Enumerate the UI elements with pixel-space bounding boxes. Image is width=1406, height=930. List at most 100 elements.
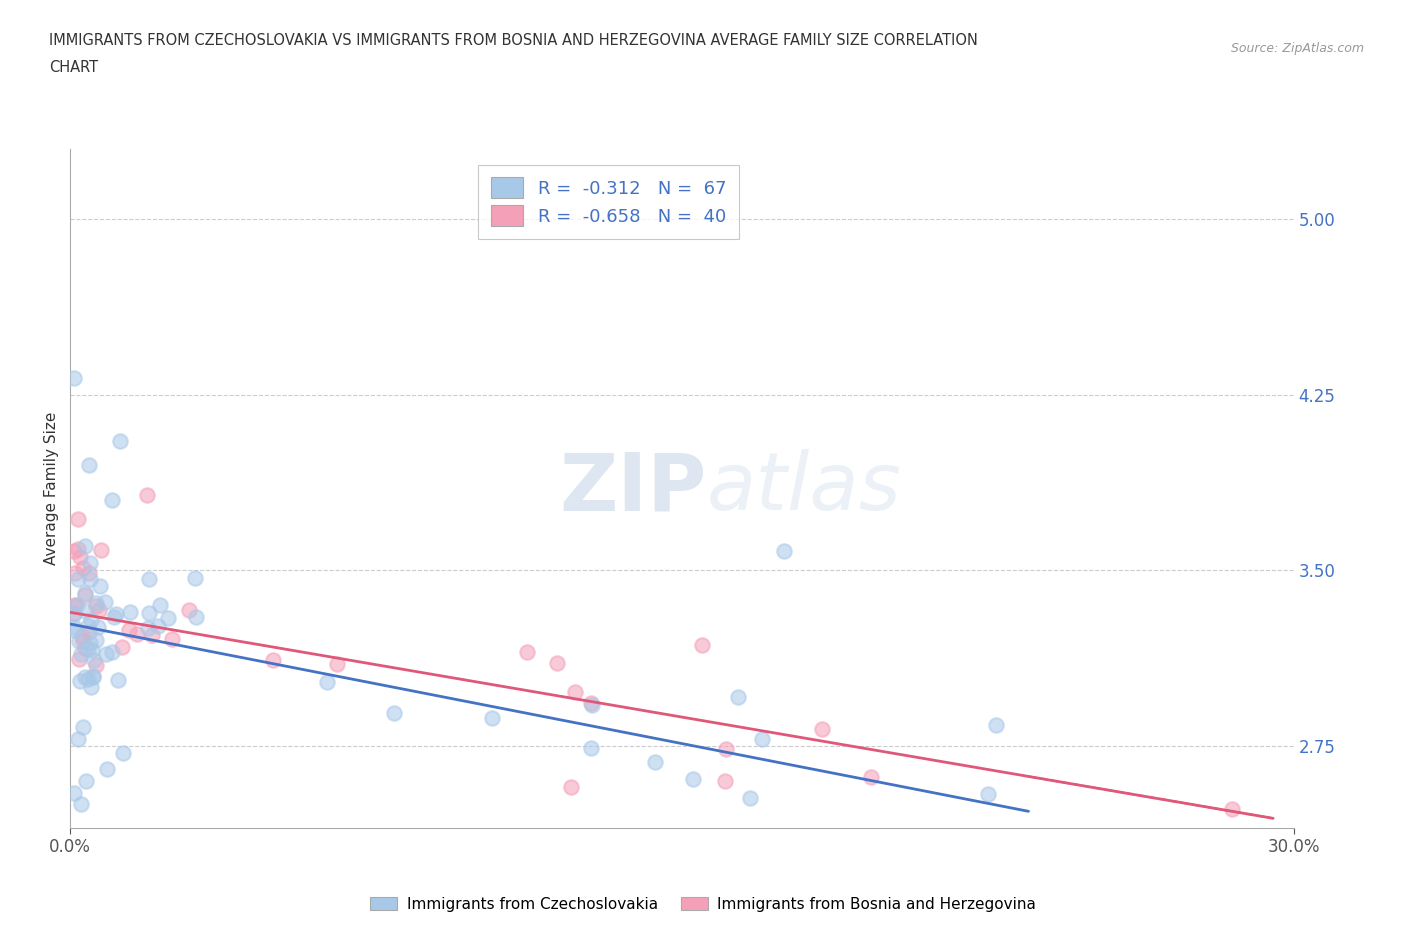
Point [77,458,100,472]
Point [149,598,172,613]
Point [127,627,149,642]
Point [84,658,107,672]
Point [89,578,111,593]
Point [82,669,104,684]
Point [67,732,90,747]
Point [83,653,105,668]
Point [112,745,135,760]
Point [773,544,796,559]
Point [160,631,183,646]
Point [136,620,159,635]
Point [157,610,180,625]
Point [77,618,100,633]
Point [117,623,139,638]
Point [80,679,103,694]
Point [63,619,86,634]
Point [73,604,96,618]
Point [63,597,86,612]
Point [82,670,104,684]
Point [564,685,586,700]
Point [72,720,94,735]
Point [90,543,112,558]
Point [70,629,93,644]
Point [75,538,97,553]
Point [63,371,86,386]
Point [644,754,666,769]
Point [325,657,347,671]
Point [727,690,749,705]
Point [581,698,603,713]
Point [75,588,97,603]
Point [516,644,538,659]
Point [79,556,101,571]
Point [63,606,86,621]
Point [146,618,169,633]
Text: CHART: CHART [49,60,98,75]
Point [76,671,98,686]
Point [72,633,94,648]
Point [70,797,93,812]
Point [86,598,108,613]
Y-axis label: Average Family Size: Average Family Size [44,412,59,565]
Point [103,609,125,624]
Point [986,717,1008,732]
Legend: Immigrants from Czechoslovakia, Immigrants from Bosnia and Herzegovina: Immigrants from Czechoslovakia, Immigran… [364,890,1042,918]
Point [138,605,160,620]
Point [546,656,568,671]
Point [77,624,100,639]
Point [184,570,207,585]
Point [75,670,97,684]
Point [579,696,602,711]
Point [104,606,127,621]
Point [579,740,602,755]
Text: Source: ZipAtlas.com: Source: ZipAtlas.com [1230,42,1364,55]
Point [63,605,86,620]
Point [315,674,337,689]
Point [94,594,117,609]
Point [107,672,129,687]
Point [108,434,131,449]
Point [72,561,94,576]
Point [111,639,134,654]
Point [89,603,111,618]
Point [751,732,773,747]
Legend: R =  -0.312   N =  67, R =  -0.658   N =  40: R = -0.312 N = 67, R = -0.658 N = 40 [478,165,740,239]
Point [69,647,91,662]
Point [79,566,101,581]
Point [66,541,89,556]
Point [75,586,97,601]
Point [138,571,160,586]
Point [80,612,103,627]
Point [63,565,86,580]
Point [79,572,101,587]
Point [96,762,118,777]
Point [714,741,737,756]
Point [262,652,284,667]
Point [84,595,107,610]
Point [714,774,737,789]
Point [136,488,159,503]
Point [811,722,834,737]
Point [118,604,141,619]
Point [63,785,86,800]
Point [79,635,101,650]
Point [66,598,89,613]
Point [63,543,86,558]
Point [77,642,100,657]
Point [69,673,91,688]
Point [384,706,406,721]
Point [976,787,998,802]
Point [67,512,90,526]
Point [66,571,89,586]
Point [682,771,704,786]
Point [96,646,118,661]
Text: atlas: atlas [706,449,901,527]
Point [690,638,713,653]
Point [184,609,207,624]
Text: IMMIGRANTS FROM CZECHOSLOVAKIA VS IMMIGRANTS FROM BOSNIA AND HERZEGOVINA AVERAGE: IMMIGRANTS FROM CZECHOSLOVAKIA VS IMMIGR… [49,33,979,47]
Point [63,598,86,613]
Point [100,644,122,659]
Point [560,779,582,794]
Point [84,632,107,647]
Point [67,634,90,649]
